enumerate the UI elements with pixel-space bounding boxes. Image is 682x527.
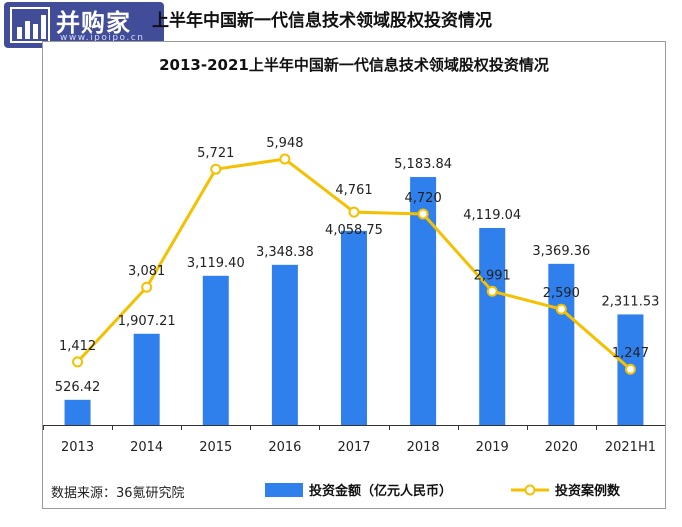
bar-value-label: 3,369.36 [532, 244, 590, 259]
line-value-label: 4,761 [335, 183, 372, 198]
bar-value-label: 3,119.40 [187, 256, 245, 271]
line-point-2019 [486, 285, 498, 297]
line-point-2017 [348, 206, 360, 218]
bar-2014 [133, 333, 160, 425]
bar-value-label: 5,183.84 [394, 157, 452, 172]
bar-value-label: 526.42 [55, 380, 101, 395]
chart-logo-icon [10, 7, 50, 43]
watermark-logo: 并购家 www.ipoipo.cn [4, 2, 164, 48]
bar-2015 [202, 275, 229, 425]
page-title: 上半年中国新一代信息技术领域股权投资情况 [152, 11, 492, 31]
line-value-label: 2,590 [543, 286, 580, 301]
legend-line-marker [524, 484, 536, 496]
line-value-label: 3,081 [128, 264, 165, 279]
source-note: 数据来源：36氪研究院 [51, 485, 185, 501]
combo-chart: 2013-2021上半年中国新一代信息技术领域股权投资情况 2013 2014 201… [43, 56, 665, 501]
x-tick-label: 2014 [130, 440, 163, 455]
bar-2013 [64, 399, 91, 425]
watermark-brand: 并购家 [56, 9, 131, 37]
bar-2017 [341, 230, 367, 425]
x-tick-label: 2019 [476, 440, 509, 455]
x-tick-label: 2013 [61, 440, 94, 455]
x-tick-label: 2017 [337, 440, 370, 455]
bar-value-label: 2,311.53 [601, 294, 659, 309]
bar-value-label: 1,907.21 [118, 314, 176, 329]
line-value-label: 5,948 [266, 136, 303, 151]
line-point-2014 [141, 281, 153, 293]
bar-2019 [479, 227, 506, 425]
line-value-label: 1,412 [59, 339, 96, 354]
line-point-2018 [417, 208, 429, 220]
line-point-2021H1 [624, 363, 636, 375]
chart-frame: 2013-2021上半年中国新一代信息技术领域股权投资情况 2013 2014 201… [42, 41, 666, 509]
line-point-2015 [210, 163, 222, 175]
watermark-url: www.ipoipo.cn [60, 33, 145, 43]
x-tick-label: 2015 [199, 440, 232, 455]
bar-2016 [271, 264, 298, 425]
line-value-label: 5,721 [197, 146, 234, 161]
line-point-2020 [555, 303, 567, 315]
x-tick-label: 2021H1 [605, 440, 656, 455]
line-value-label: 1,247 [612, 346, 649, 361]
line-point-2016 [279, 153, 291, 165]
bar-value-label: 3,348.38 [256, 245, 314, 260]
line-value-label: 2,991 [474, 268, 511, 283]
line-value-label: 4,720 [405, 191, 442, 206]
x-tick-label: 2020 [545, 440, 578, 455]
legend-bar-label: 投资金额（亿元人民币） [309, 483, 452, 499]
line-point-2013 [72, 356, 84, 368]
legend-bar-swatch [265, 483, 303, 497]
bar-2020 [548, 263, 575, 425]
x-tick-label: 2018 [407, 440, 440, 455]
bar-value-label: 4,119.04 [463, 208, 521, 223]
chart-title: 2013-2021上半年中国新一代信息技术领域股权投资情况 [159, 56, 549, 74]
legend-line-label: 投资案例数 [555, 483, 621, 499]
bar-value-label: 4,058.75 [325, 223, 383, 238]
x-tick-label: 2016 [268, 440, 301, 455]
